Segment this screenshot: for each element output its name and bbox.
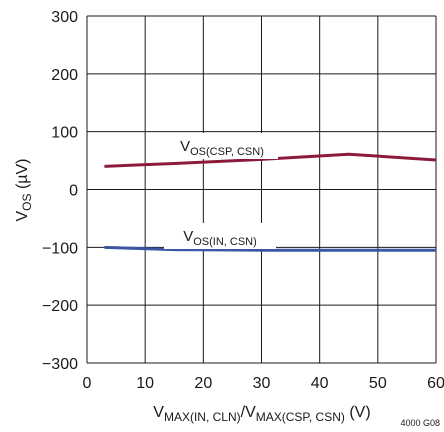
y-tick-label: −100 <box>42 240 78 257</box>
y-tick-label: −300 <box>42 356 78 373</box>
x-axis-label: VMAX(IN, CLN)/VMAX(CSP, CSN) (V) <box>153 404 370 424</box>
series-label-2: VOS(IN, CSN) <box>183 228 257 248</box>
y-tick-label: 200 <box>51 67 78 84</box>
series-label-background <box>164 223 276 249</box>
x-tick-label: 50 <box>369 375 387 392</box>
figure-code: 4000 G08 <box>400 418 440 428</box>
series-label-background <box>166 133 278 159</box>
y-tick-label: −200 <box>42 298 78 315</box>
y-tick-label: 300 <box>51 9 78 26</box>
x-tick-label: 60 <box>427 375 444 392</box>
x-tick-label: 30 <box>253 375 271 392</box>
series-lines <box>104 152 437 252</box>
x-tick-label: 10 <box>136 375 154 392</box>
x-tick-label: 20 <box>194 375 212 392</box>
series-label-1: VOS(CSP, CSN) <box>180 138 264 158</box>
tick-labels: 0 10 20 30 40 50 60 300 200 100 0 −100 −200 −300 <box>42 9 444 392</box>
y-axis-label: VOS (µV) <box>14 158 34 221</box>
y-tick-label: 100 <box>51 125 78 142</box>
series-labels: VOS(CSP, CSN) VOS(IN, CSN) <box>164 133 278 249</box>
grid <box>86 15 437 364</box>
y-tick-label: 0 <box>69 183 78 200</box>
x-tick-label: 0 <box>83 375 92 392</box>
x-tick-label: 40 <box>311 375 329 392</box>
